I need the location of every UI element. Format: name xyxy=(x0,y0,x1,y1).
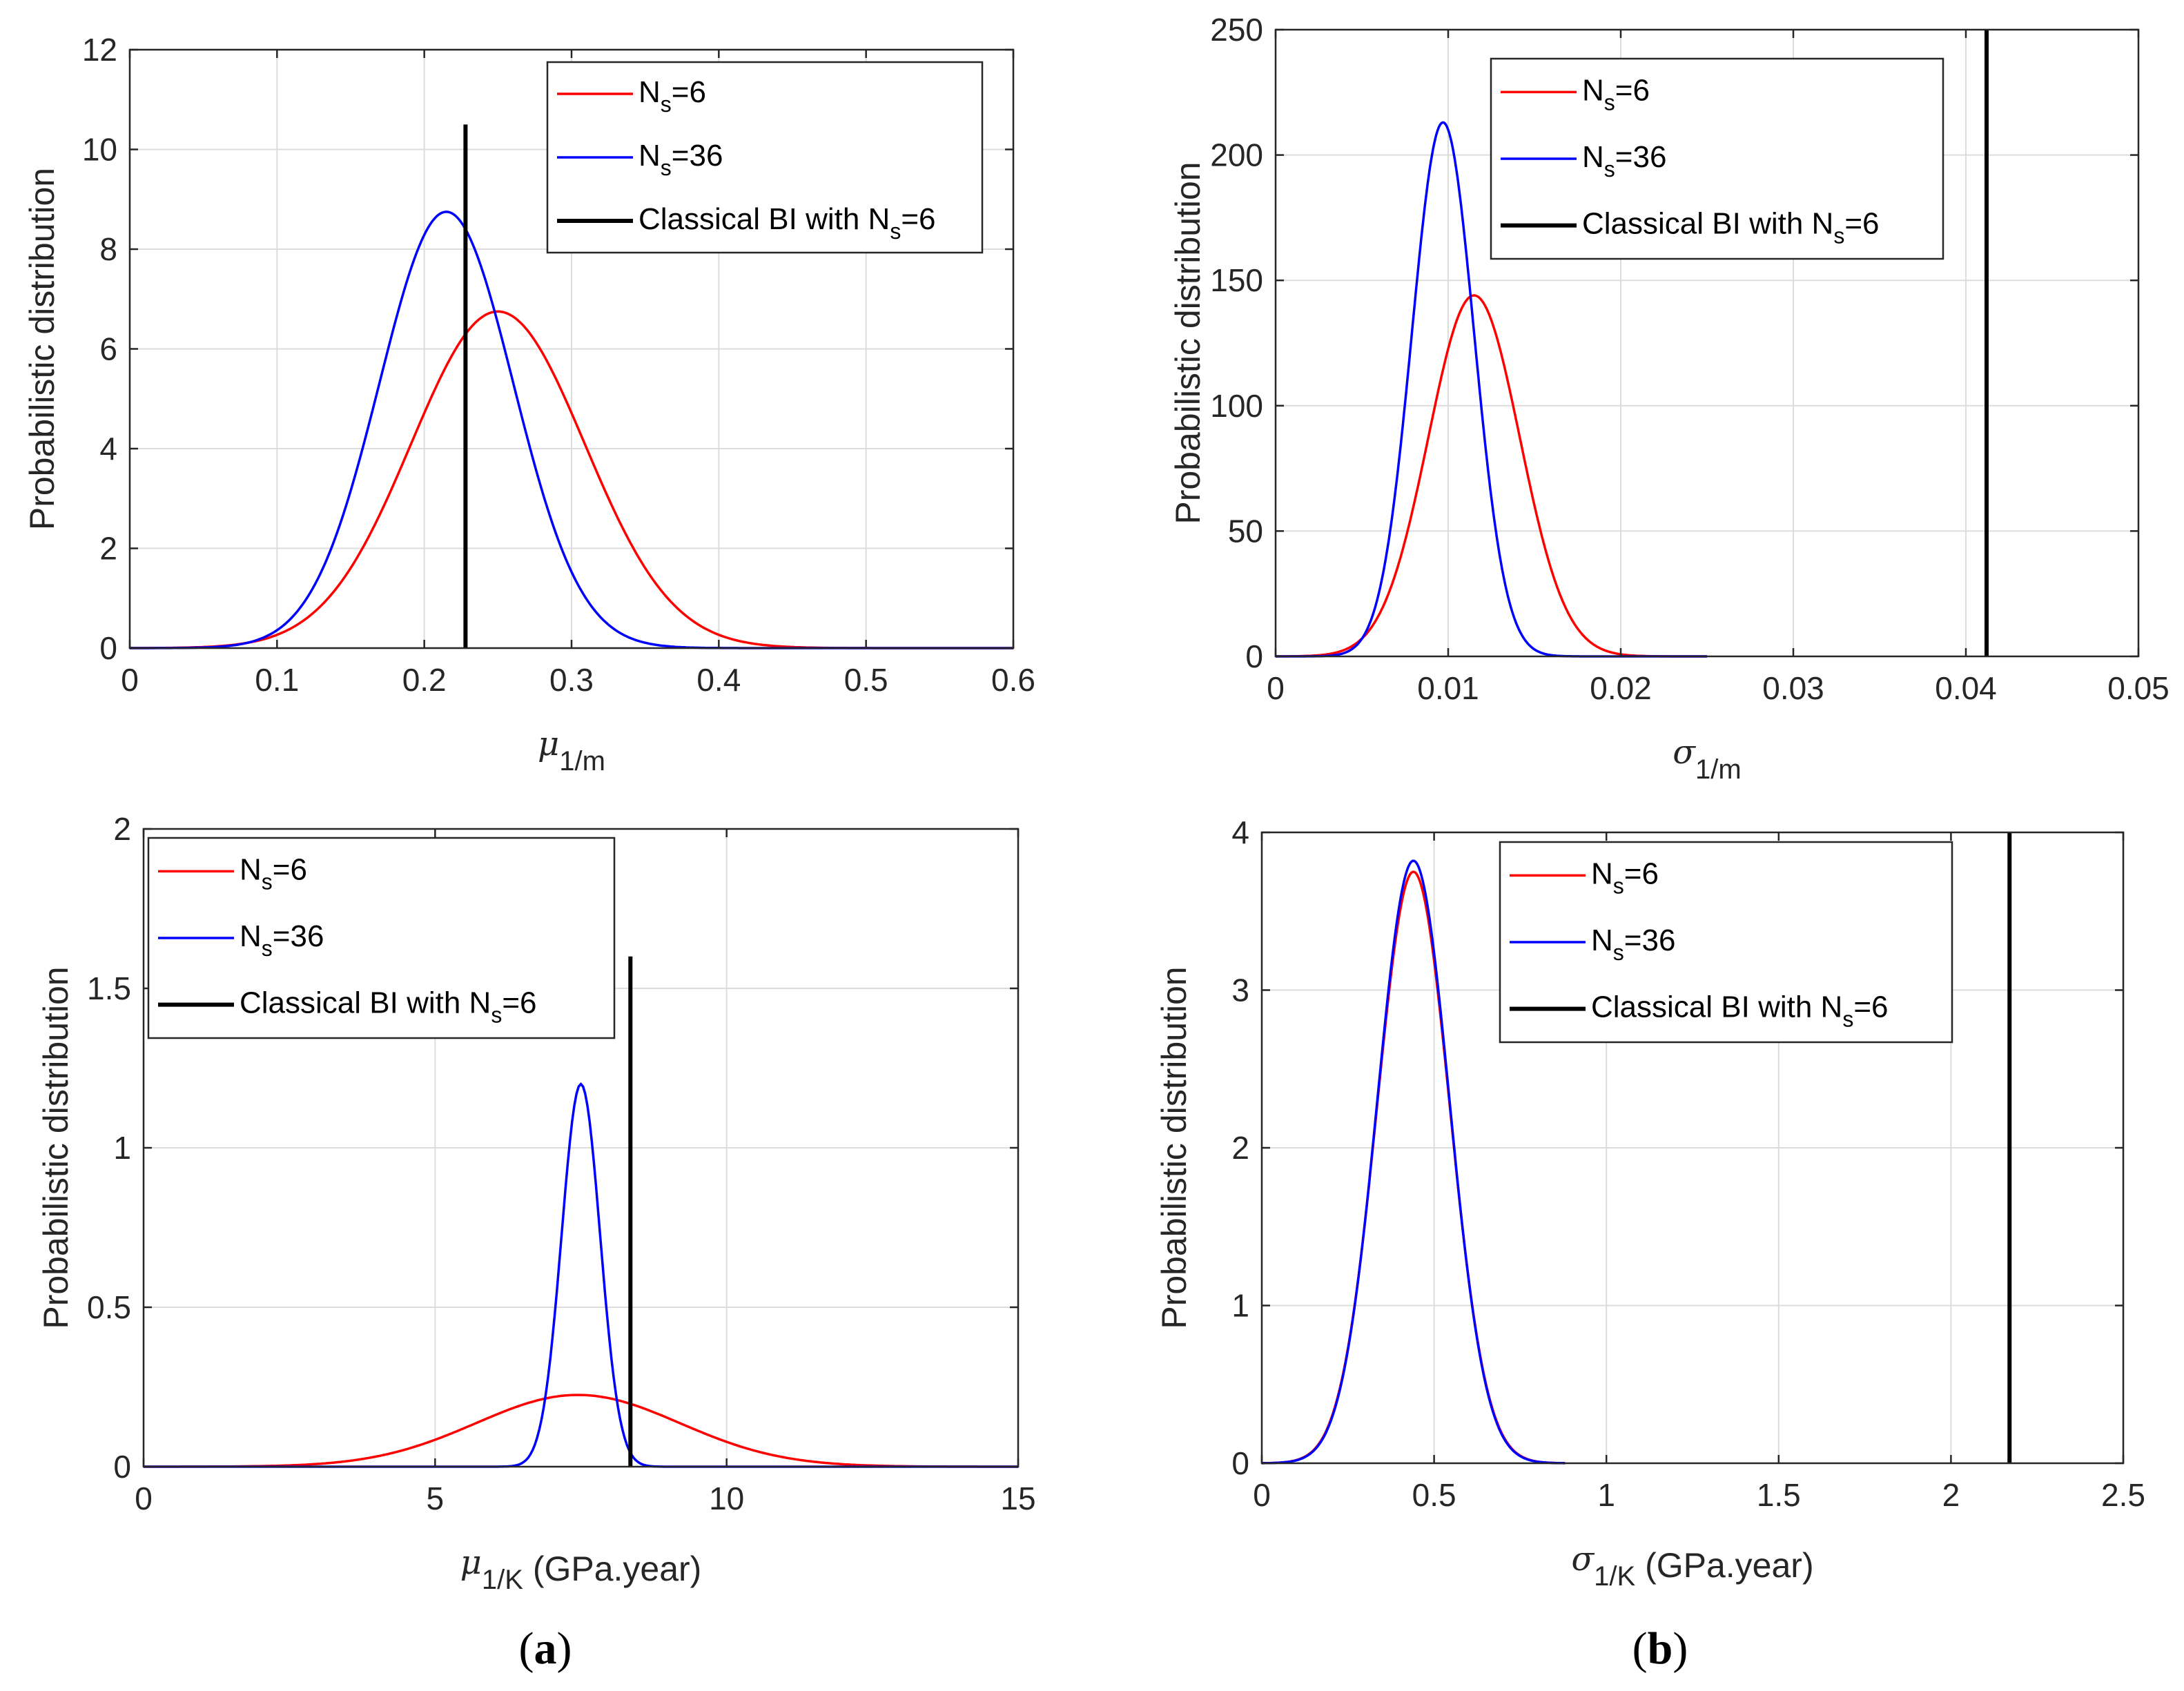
y-axis-label: Probabilistic distribution xyxy=(1155,966,1193,1329)
x-tick-label: 0 xyxy=(1267,670,1285,706)
axes-frame xyxy=(1274,28,2140,658)
y-tick-label: 4 xyxy=(1231,814,1249,850)
x-tick-label: 0.03 xyxy=(1762,670,1824,706)
x-tick-label: 0.02 xyxy=(1590,670,1652,706)
legend-entry: Ns=6 xyxy=(1591,857,1659,898)
x-axis-label: σ1/K (GPa.year) xyxy=(1571,1540,1813,1592)
legend: Ns=6 Ns=36 Classical BI with Ns=6 xyxy=(546,61,984,254)
chart-2: 0 0.01 0.02 0.03 0.04 0.05 0 50 100 150 200 250 Prob… xyxy=(1169,12,2170,785)
x-tick-label: 0.5 xyxy=(1412,1477,1456,1513)
y-tick-label: 2 xyxy=(113,811,131,847)
x-tick-label: 0.5 xyxy=(844,662,888,698)
y-tick-label: 2 xyxy=(1231,1130,1249,1166)
x-tick-label: 0.2 xyxy=(402,662,447,698)
legend: Ns=6 Ns=36 Classical BI with Ns=6 xyxy=(1499,841,1953,1044)
legend-entry: Ns=36 xyxy=(240,919,324,961)
y-tick-label: 2 xyxy=(99,531,117,567)
x-tick-label: 0.6 xyxy=(991,662,1035,698)
y-tick-label: 10 xyxy=(82,132,117,168)
legend-entry: Ns=6 xyxy=(638,75,706,117)
y-tick-label: 250 xyxy=(1210,12,1263,48)
y-tick-label: 150 xyxy=(1210,262,1263,298)
x-tick-label: 0.4 xyxy=(696,662,741,698)
y-tick-label: 200 xyxy=(1210,137,1263,173)
y-axis-label: Probabilistic distribution xyxy=(23,168,61,530)
series-line-ns36 xyxy=(1262,859,1566,1465)
chart-3: 0 5 10 15 0 0.5 1 1.5 2 Probabilistic distributio… xyxy=(37,811,1036,1595)
legend: Ns=6 Ns=36 Classical BI with Ns=6 xyxy=(147,837,616,1039)
panel-label-a: (a) xyxy=(519,1623,572,1674)
x-tick-label: 2 xyxy=(1942,1477,1960,1513)
x-tick-label: 0.05 xyxy=(2107,670,2170,706)
y-tick-label: 0.5 xyxy=(87,1289,131,1325)
y-tick-label: 100 xyxy=(1210,388,1263,424)
legend-entry: Ns=6 xyxy=(240,852,307,894)
y-tick-label: 12 xyxy=(82,32,117,68)
y-tick-label: 1 xyxy=(113,1130,131,1166)
x-tick-label: 5 xyxy=(427,1480,445,1516)
x-axis-label: μ1/m xyxy=(538,725,605,776)
y-tick-label: 0 xyxy=(113,1449,131,1485)
x-axis-label: σ1/m xyxy=(1673,733,1741,785)
y-tick-label: 6 xyxy=(99,331,117,367)
legend-entry: Classical BI with Ns=6 xyxy=(638,202,935,244)
y-tick-label: 0 xyxy=(1245,638,1263,674)
y-tick-label: 4 xyxy=(99,431,117,467)
y-tick-label: 3 xyxy=(1231,972,1249,1008)
x-tick-label: 10 xyxy=(709,1480,744,1516)
y-tick-label: 1.5 xyxy=(87,970,131,1006)
legend-entry: Classical BI with Ns=6 xyxy=(1591,990,1888,1032)
legend-entry: Classical BI with Ns=6 xyxy=(240,986,536,1028)
legend: Ns=6 Ns=36 Classical BI with Ns=6 xyxy=(1490,57,1944,260)
x-tick-label: 0.1 xyxy=(255,662,299,698)
x-tick-label: 0 xyxy=(135,1480,153,1516)
legend-entry: Ns=36 xyxy=(638,139,723,180)
legend-entry: Ns=36 xyxy=(1591,923,1675,965)
chart-1: 0 0.1 0.2 0.3 0.4 0.5 0.6 0 2 4 6 8 10 12 Probabilisti… xyxy=(23,32,1035,776)
panel-label-b: (b) xyxy=(1632,1623,1688,1674)
x-tick-label: 15 xyxy=(1000,1480,1035,1516)
y-tick-label: 8 xyxy=(99,231,117,267)
y-tick-label: 50 xyxy=(1228,513,1263,549)
y-tick-label: 1 xyxy=(1231,1288,1249,1324)
x-axis-label: μ1/K (GPa.year) xyxy=(460,1543,702,1595)
x-tick-label: 1 xyxy=(1597,1477,1615,1513)
y-tick-label: 0 xyxy=(99,630,117,666)
legend-entry: Classical BI with Ns=6 xyxy=(1582,207,1879,248)
y-axis-label: Probabilistic distribution xyxy=(1169,162,1207,524)
y-tick-label: 0 xyxy=(1231,1445,1249,1481)
legend-entry: Ns=6 xyxy=(1582,73,1650,115)
x-tick-label: 0 xyxy=(1253,1477,1271,1513)
x-tick-label: 0.3 xyxy=(549,662,594,698)
x-tick-label: 1.5 xyxy=(1757,1477,1801,1513)
x-tick-label: 0 xyxy=(121,662,139,698)
x-tick-label: 0.01 xyxy=(1417,670,1479,706)
x-tick-label: 0.04 xyxy=(1935,670,1997,706)
chart-4: 0 0.5 1 1.5 2 2.5 0 1 2 3 4 Probabilistic distribut… xyxy=(1155,814,2145,1592)
x-tick-label: 2.5 xyxy=(2101,1477,2145,1513)
legend-entry: Ns=36 xyxy=(1582,140,1666,182)
y-axis-label: Probabilistic distribution xyxy=(37,966,75,1329)
